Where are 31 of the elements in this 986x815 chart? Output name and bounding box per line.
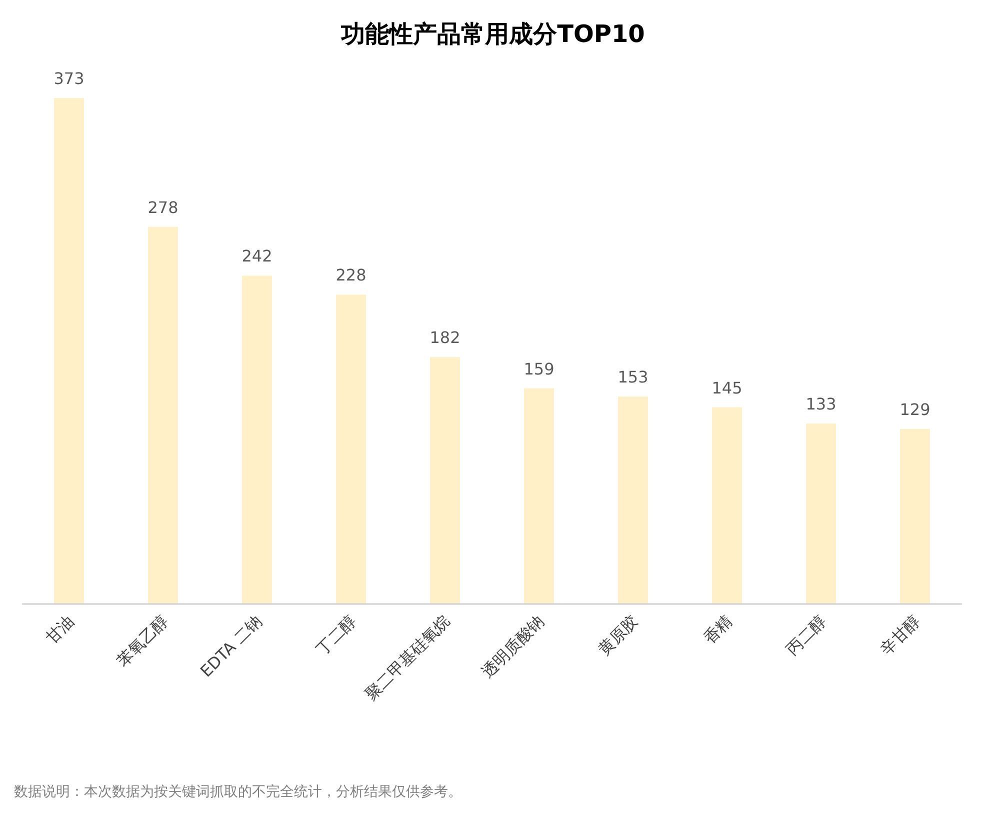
data-label: 373 [54,69,84,88]
data-label: 145 [712,378,742,398]
bar [242,276,272,604]
bar [712,407,742,604]
bar [430,357,460,604]
data-label: 228 [336,266,366,285]
data-label: 133 [806,394,836,414]
data-label: 278 [148,198,178,217]
data-label: 129 [900,400,930,420]
bar [900,429,930,604]
bar [336,294,366,604]
text: 数据说明：本次数据为按关键词抓取的不完全统计，分析结果仅供参考。 [14,784,462,800]
x-tick-label: 丁二醇 [312,611,360,659]
bar [148,226,178,604]
bar [524,388,554,604]
x-tick-label: 甘油 [42,611,78,648]
bar [54,98,84,604]
data-label: 182 [430,328,460,348]
data-label: 242 [242,246,272,266]
data-label: 159 [524,359,554,378]
x-tick-label: 黄原胶 [594,611,642,659]
chart-title: 功能性产品常用成分TOP10 [340,20,645,48]
x-tick-label: 辛甘醇 [876,611,924,659]
x-tick-label: 透明质酸钠 [478,611,548,682]
data-label: 153 [618,367,648,386]
bar [618,396,648,604]
x-tick-label: 香精 [700,611,736,648]
bar [806,424,836,604]
x-tick-label: 苯氧乙醇 [113,611,172,670]
x-tick-label: 聚二甲基硅氧烷 [361,611,454,704]
x-tick-label: 丙二醇 [782,611,830,659]
